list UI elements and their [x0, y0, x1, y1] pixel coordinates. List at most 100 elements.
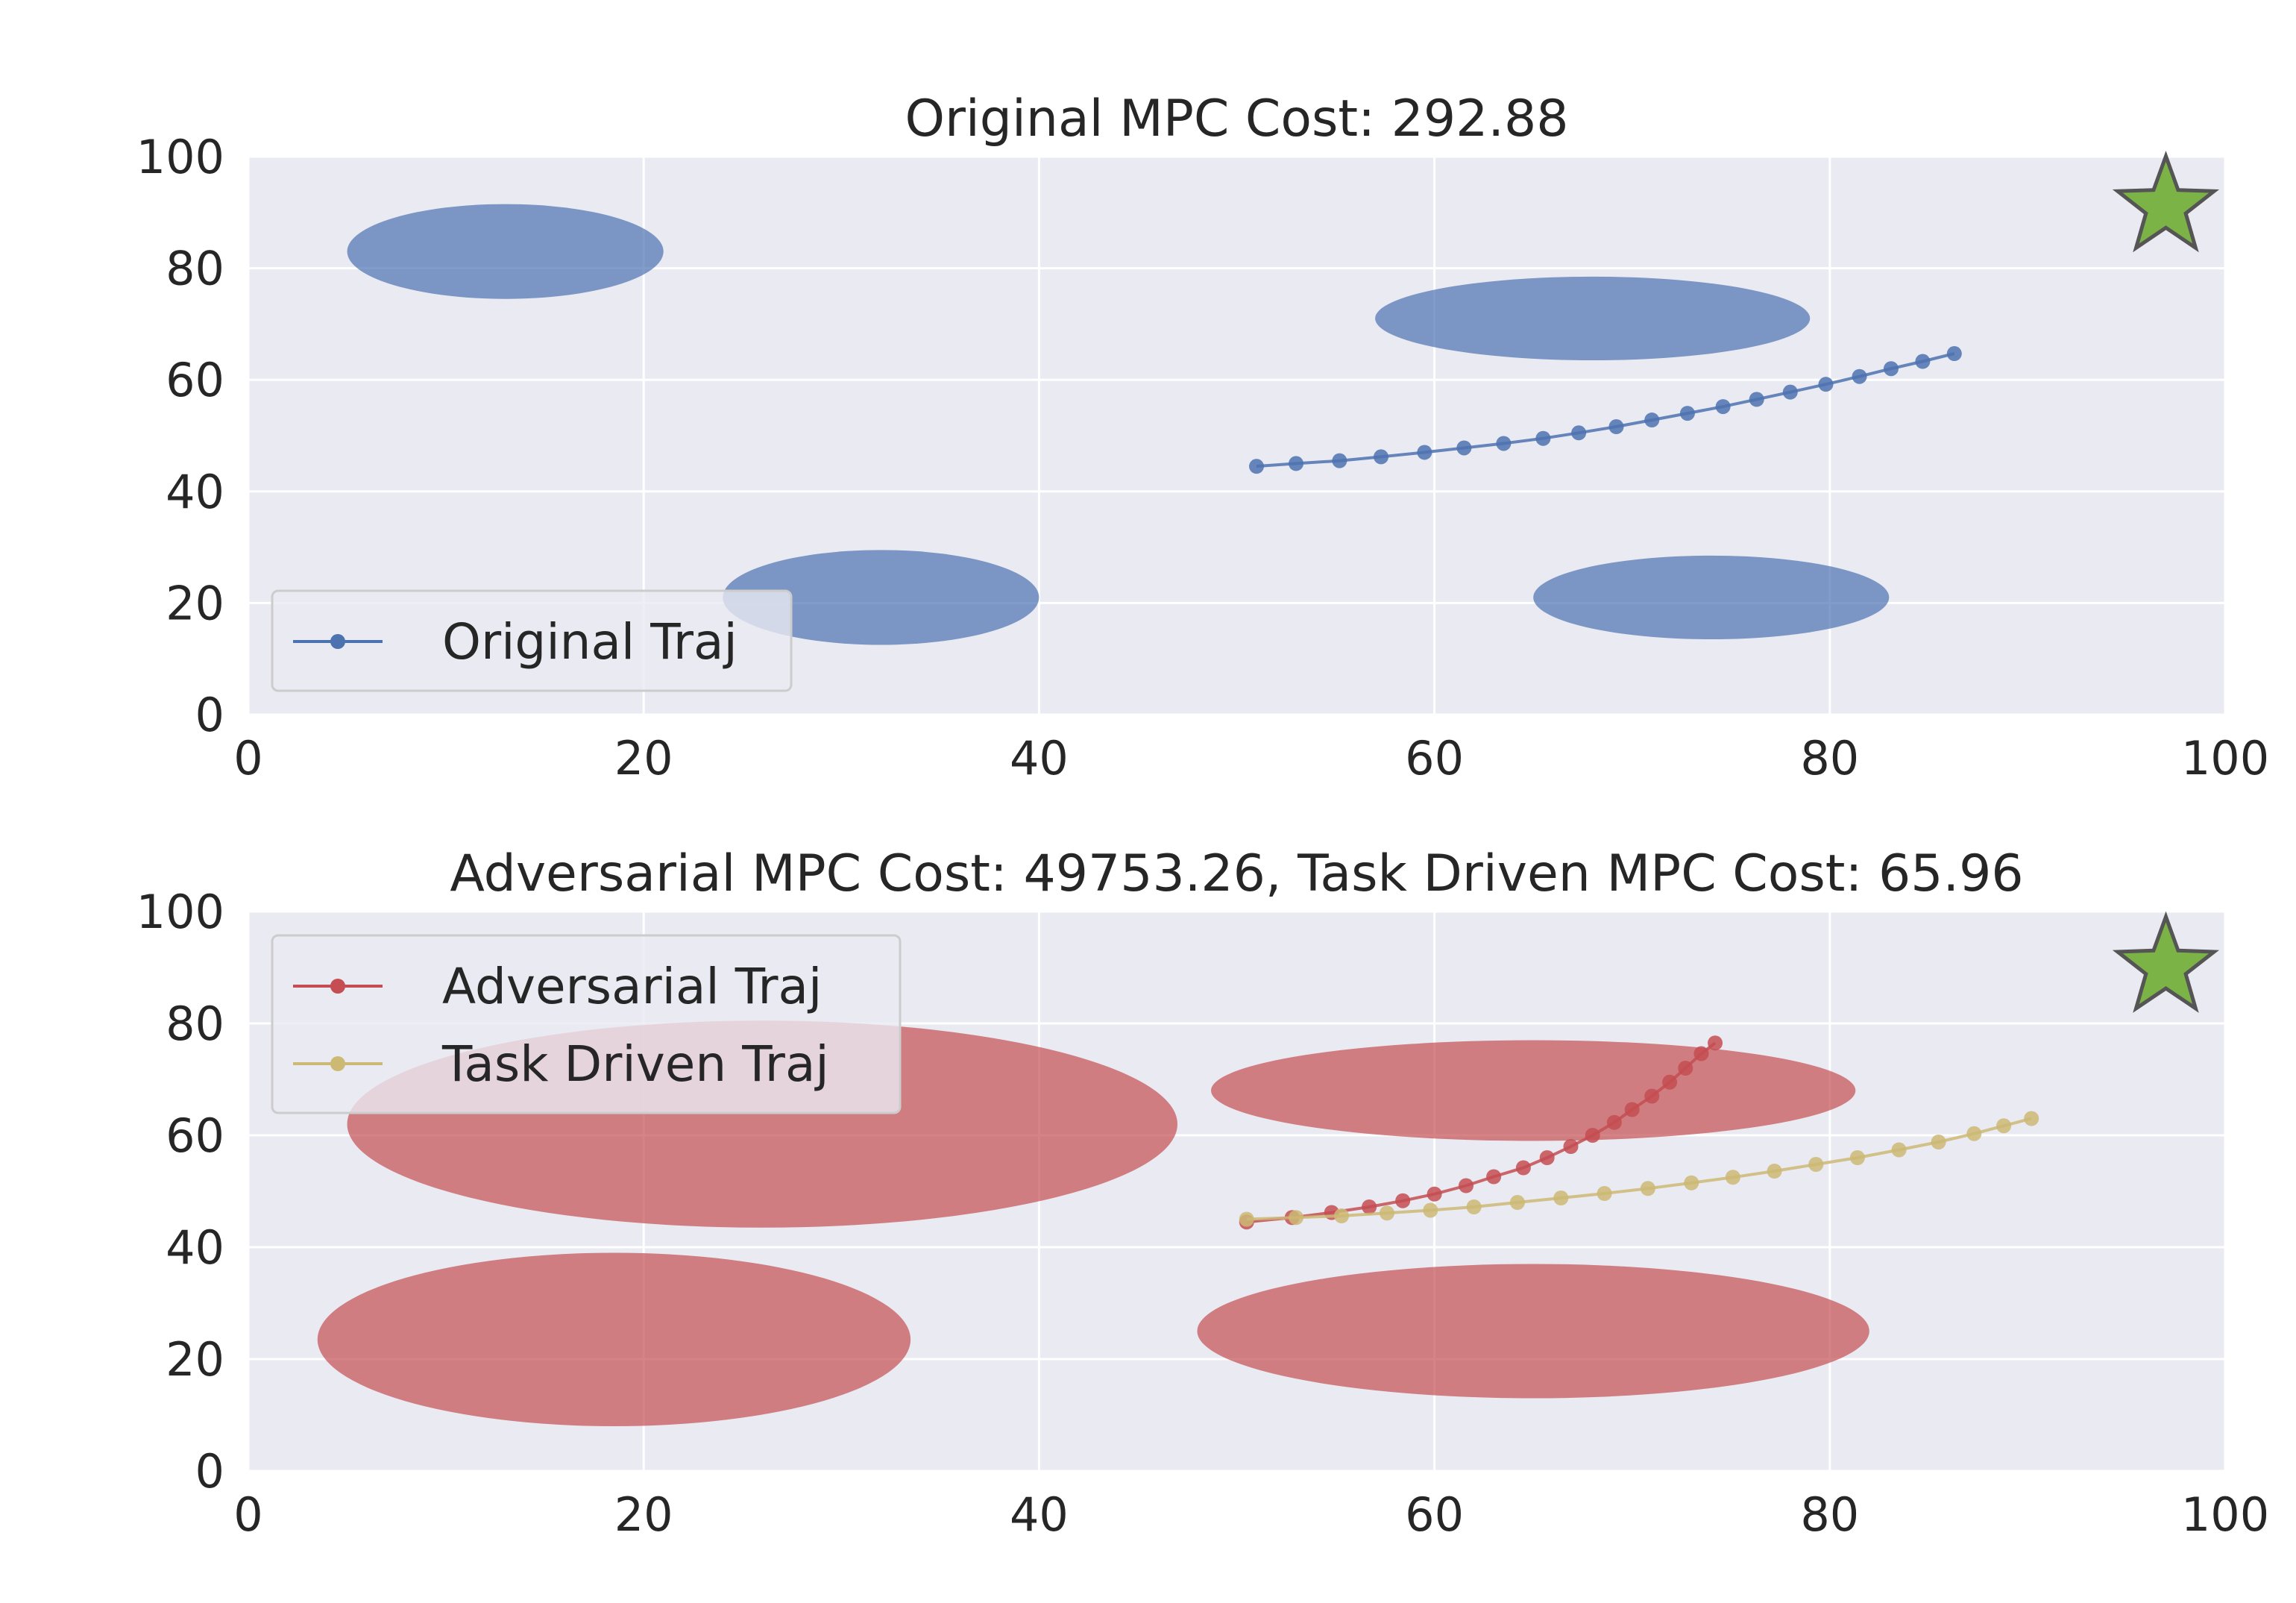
x-tick-label: 80 [1800, 1487, 1859, 1542]
legend-box [271, 934, 902, 1114]
obstacle-ellipse [723, 550, 1040, 645]
legend-label: Original Traj [442, 613, 737, 671]
trajectory-point [1767, 1164, 1782, 1179]
y-tick-label: 60 [166, 1108, 224, 1163]
goal-star-icon [2112, 911, 2220, 1013]
trajectory-point [1852, 368, 1867, 384]
y-tick-label: 40 [166, 465, 224, 519]
x-tick-label: 60 [1405, 1487, 1464, 1542]
obstacles [347, 204, 1890, 645]
trajectory-point [1289, 1210, 1304, 1226]
trajectory-point [1539, 1150, 1555, 1165]
obstacle-ellipse [1533, 555, 1890, 640]
trajectory-point [1608, 419, 1624, 435]
obstacle-ellipse [1211, 1040, 1856, 1141]
goal-star-icon [2112, 150, 2220, 253]
trajectory-point [1679, 406, 1695, 421]
obstacle-ellipse [317, 1252, 911, 1426]
trajectory-point [1334, 1208, 1350, 1223]
legend: Adversarial Traj Task Driven Traj [271, 934, 902, 1114]
trajectory-point [1456, 440, 1472, 456]
y-tick-label: 60 [166, 353, 224, 407]
x-tick-label: 60 [1405, 731, 1464, 785]
trajectory-point [1684, 1175, 1699, 1191]
trajectory-point [1640, 1181, 1655, 1196]
trajectory-point [1553, 1191, 1569, 1205]
trajectory-point [1427, 1186, 1442, 1202]
trajectory-point [1915, 354, 1931, 369]
trajectory-point [1644, 1088, 1660, 1104]
trajectory-point [1423, 1202, 1438, 1218]
legend-marker [330, 1056, 345, 1071]
trajectory-point [1996, 1118, 2012, 1134]
trajectory-point [1417, 445, 1432, 460]
legend: Original Traj [271, 589, 793, 692]
x-tick-label: 100 [2181, 1487, 2269, 1542]
legend-label: Task Driven Traj [441, 1035, 829, 1093]
chart-title: Adversarial MPC Cost: 49753.26, Task Dri… [450, 844, 2023, 903]
trajectory-point [1883, 361, 1899, 377]
trajectory-point [1891, 1142, 1907, 1158]
obstacle-ellipse [347, 204, 664, 299]
trajectory-point [1931, 1135, 1946, 1149]
legend-label: Adversarial Traj [442, 958, 822, 1015]
obstacle-ellipse [1375, 276, 1811, 361]
trajectory-point [1966, 1126, 1982, 1141]
trajectory-point [1662, 1074, 1678, 1090]
trajectory-point [1749, 392, 1764, 407]
panel-2: 0 20 40 60 80 100 0 20 40 60 80 100 Adversarial MPC … [136, 844, 2270, 1542]
y-tick-label: 20 [166, 1332, 224, 1387]
trajectory-point [1782, 384, 1798, 400]
trajectory-point [1606, 1114, 1622, 1130]
legend-box [271, 589, 793, 692]
trajectory-point [1818, 377, 1834, 392]
trajectory-point [1459, 1178, 1474, 1193]
trajectory-point [1715, 399, 1731, 415]
trajectory-point [1624, 1102, 1640, 1117]
trajectory-point [1725, 1170, 1740, 1185]
x-tick-label: 40 [1010, 1487, 1069, 1542]
trajectory-point [1693, 1046, 1709, 1061]
trajectory-point [1496, 436, 1512, 451]
x-tick-label: 80 [1800, 731, 1859, 785]
panel-1: 0 20 40 60 80 100 0 20 40 60 80 100 Original MPC Cos… [136, 90, 2270, 785]
trajectory-point [1644, 412, 1660, 428]
trajectory-point [1515, 1160, 1531, 1176]
series-original-traj [1249, 346, 1962, 474]
trajectory-point [1678, 1061, 1693, 1076]
x-tick-label: 20 [614, 1487, 673, 1542]
trajectory-point [1808, 1157, 1824, 1172]
y-tick-label: 100 [136, 885, 224, 939]
y-tick-label: 40 [166, 1220, 224, 1275]
trajectory-point [1289, 456, 1304, 471]
legend-marker [330, 634, 345, 649]
x-tick-label: 20 [614, 731, 673, 785]
y-tick-label: 100 [136, 130, 224, 184]
trajectory-point [1249, 459, 1265, 474]
trajectory-point [1379, 1205, 1394, 1221]
trajectory-point [1362, 1199, 1377, 1214]
trajectory-point [1509, 1195, 1525, 1210]
trajectory-point [1466, 1199, 1482, 1214]
x-tick-label: 40 [1010, 731, 1069, 785]
trajectory-point [1597, 1186, 1612, 1201]
trajectory-point [1535, 430, 1551, 446]
trajectory-point [1563, 1139, 1579, 1154]
obstacle-ellipse [1197, 1264, 1869, 1399]
trajectory-point [1239, 1211, 1254, 1227]
x-tick-label: 100 [2181, 731, 2269, 785]
trajectory-point [1395, 1193, 1411, 1208]
trajectory-point [1571, 425, 1587, 441]
y-tick-label: 20 [166, 576, 224, 630]
trajectory-point [1708, 1035, 1723, 1051]
trajectory-point [2024, 1111, 2039, 1126]
x-tick-label: 0 [233, 731, 262, 785]
trajectory-point [1486, 1169, 1502, 1185]
x-tick-label: 0 [233, 1487, 262, 1542]
trajectory-point [1849, 1150, 1865, 1165]
chart-title: Original MPC Cost: 292.88 [905, 90, 1568, 148]
y-tick-label: 80 [166, 242, 224, 296]
y-tick-label: 0 [195, 1444, 224, 1499]
legend-marker [330, 979, 345, 994]
